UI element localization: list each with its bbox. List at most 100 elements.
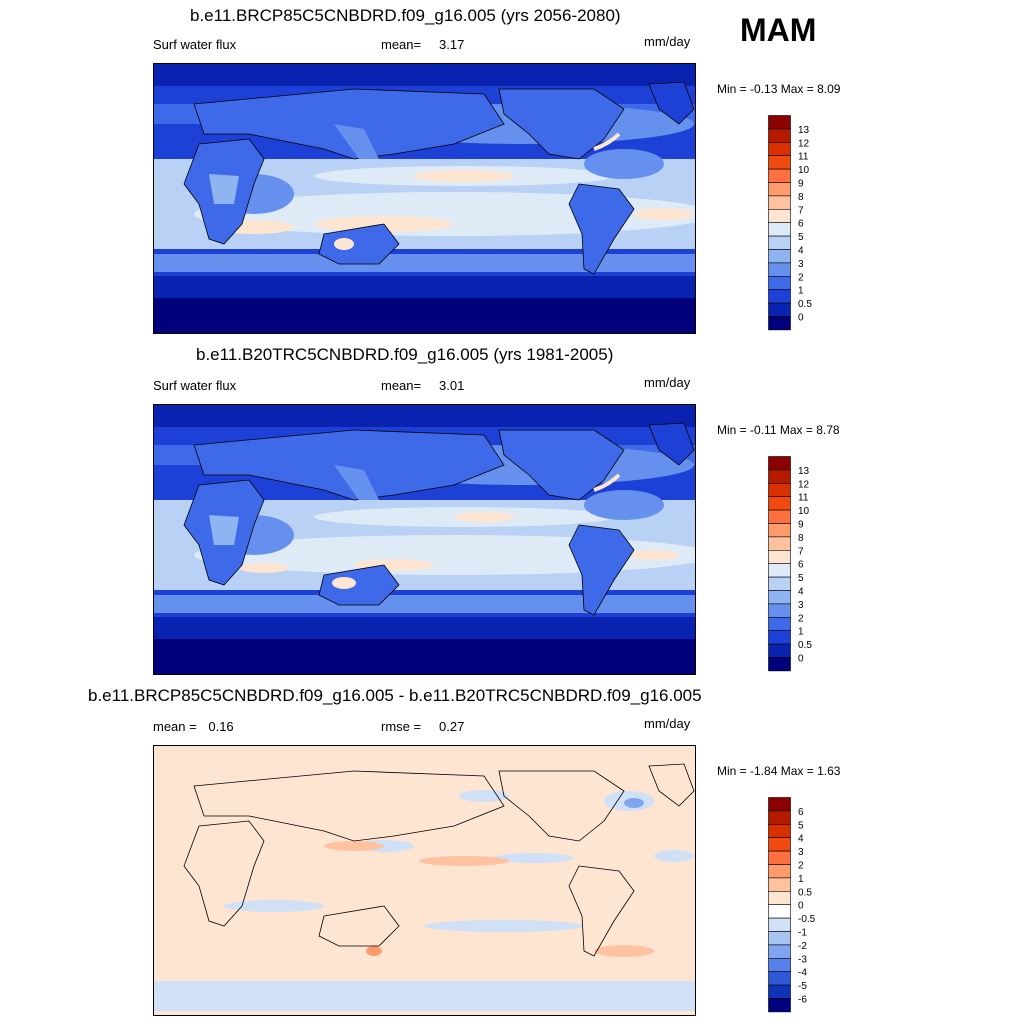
colorbar-swatch	[768, 877, 791, 892]
colorbar-tick-label: 0	[798, 654, 804, 665]
colorbar-tick-label: -3	[798, 954, 807, 965]
colorbar-swatch	[768, 262, 791, 277]
colorbar-tick-label: 2	[798, 861, 804, 872]
colorbar-tick-label: -2	[798, 941, 807, 952]
colorbar-swatch	[768, 550, 791, 565]
colorbar-tick-label: 12	[798, 479, 810, 490]
colorbar: 13 12 11 10 9 8 7 6 5 4 3 2 1 0.5 0	[768, 115, 838, 334]
colorbar-swatch	[768, 168, 791, 183]
variable-label: Surf water flux	[153, 378, 237, 393]
colorbar-swatch	[768, 998, 791, 1013]
colorbar-tick-label: -4	[798, 968, 807, 979]
colorbar-tick-label: 13	[798, 466, 810, 477]
colorbar-tick-label: 4	[798, 246, 804, 257]
min-label: Min =	[717, 423, 747, 437]
colorbar-swatch	[768, 984, 791, 999]
colorbar-swatch	[768, 509, 791, 524]
colorbar-swatch	[768, 904, 791, 919]
colorbar-tick-label: 1	[798, 286, 804, 297]
max-value: 8.09	[817, 82, 841, 96]
mean-value: 3.01	[439, 378, 465, 393]
colorbar-swatch	[768, 536, 791, 551]
variable-label: Surf water flux	[153, 37, 237, 52]
colorbar-tick-label: 5	[798, 232, 804, 243]
colorbar-tick-label: -1	[798, 928, 807, 939]
colorbar-tick-label: 10	[798, 165, 810, 176]
precip-map-future	[153, 63, 696, 334]
colorbar-tick-label: 4	[798, 587, 804, 598]
colorbar-swatch	[768, 209, 791, 224]
colorbar-tick-label: 7	[798, 205, 804, 216]
panel-historical: b.e11.B20TRC5CNBDRD.f09_g16.005 (yrs 198…	[0, 341, 1024, 681]
colorbar-swatch	[768, 958, 791, 973]
colorbar-tick-label: 1	[798, 627, 804, 638]
colorbar: 6 5 4 3 2 1 0.5 0 -0.5 -1 -2 -3 -4 -5 -6	[768, 797, 838, 1016]
colorbar-tick-label: 7	[798, 546, 804, 557]
min-max-readout: Min = -1.84 Max = 1.63	[717, 764, 840, 778]
colorbar-swatch	[768, 115, 791, 130]
panel-difference: b.e11.BRCP85C5CNBDRD.f09_g16.005 - b.e11…	[0, 682, 1024, 1022]
min-value: -0.13	[750, 82, 778, 96]
precip-map-historical	[153, 404, 696, 675]
mean-label: mean=	[381, 37, 422, 52]
min-max-readout: Min = -0.13 Max = 8.09	[717, 82, 840, 96]
units-label: mm/day	[644, 716, 691, 731]
colorbar-swatch	[768, 222, 791, 237]
colorbar-swatch	[768, 944, 791, 959]
colorbar-swatch	[768, 155, 791, 170]
colorbar: 13 12 11 10 9 8 7 6 5 4 3 2 1 0.5 0	[768, 456, 838, 675]
panel-title: b.e11.B20TRC5CNBDRD.f09_g16.005 (yrs 198…	[196, 345, 614, 364]
colorbar-tick-label: 11	[798, 152, 809, 163]
colorbar-swatch	[768, 891, 791, 906]
colorbar-tick-label: 3	[798, 847, 804, 858]
colorbar-swatch	[768, 316, 791, 331]
diff-mean-label: mean =	[153, 719, 197, 734]
colorbar-tick-label: 11	[798, 493, 809, 504]
colorbar-swatch	[768, 141, 791, 156]
colorbar-tick-label: 1	[798, 874, 804, 885]
mean-value: 3.17	[439, 37, 465, 52]
colorbar-swatch	[768, 971, 791, 986]
colorbar-swatch	[768, 249, 791, 264]
colorbar-tick-label: 6	[798, 219, 804, 230]
colorbar-swatch	[768, 563, 791, 578]
colorbar-swatch	[768, 837, 791, 852]
colorbar-swatch	[768, 617, 791, 632]
max-label: Max =	[780, 82, 814, 96]
colorbar-tick-label: -6	[798, 995, 807, 1006]
colorbar-swatch	[768, 931, 791, 946]
colorbar-swatch	[768, 603, 791, 618]
colorbar-swatch	[768, 864, 791, 879]
panel-title: b.e11.BRCP85C5CNBDRD.f09_g16.005 (yrs 20…	[190, 6, 621, 25]
mean-label: mean = 0.16	[153, 719, 234, 734]
colorbar-tick-label: 8	[798, 192, 804, 203]
colorbar-tick-label: 5	[798, 820, 804, 831]
mean-label: mean=	[381, 378, 422, 393]
colorbar-swatch	[768, 590, 791, 605]
max-value: 1.63	[817, 764, 841, 778]
max-value: 8.78	[816, 423, 840, 437]
colorbar-swatch	[768, 576, 791, 591]
rmse-label: rmse =	[381, 719, 422, 734]
colorbar-swatch	[768, 657, 791, 672]
colorbar-swatch	[768, 289, 791, 304]
colorbar-swatch	[768, 797, 791, 812]
colorbar-tick-label: 9	[798, 179, 804, 190]
colorbar-swatch	[768, 823, 791, 838]
colorbar-swatch	[768, 850, 791, 865]
colorbar-tick-label: 2	[798, 272, 804, 283]
min-value: -1.84	[750, 764, 778, 778]
colorbar-tick-label: 6	[798, 807, 804, 818]
colorbar-swatch	[768, 917, 791, 932]
colorbar-tick-label: 4	[798, 834, 804, 845]
units-label: mm/day	[644, 34, 691, 49]
min-value: -0.11	[750, 423, 777, 437]
colorbar-tick-label: 13	[798, 125, 810, 136]
diff-mean-value: 0.16	[208, 719, 234, 734]
max-label: Max =	[780, 764, 814, 778]
colorbar-swatch	[768, 469, 791, 484]
colorbar-tick-label: 0.5	[798, 887, 812, 898]
panel-title: b.e11.BRCP85C5CNBDRD.f09_g16.005 - b.e11…	[88, 686, 702, 705]
min-label: Min =	[717, 764, 747, 778]
colorbar-swatch	[768, 643, 791, 658]
